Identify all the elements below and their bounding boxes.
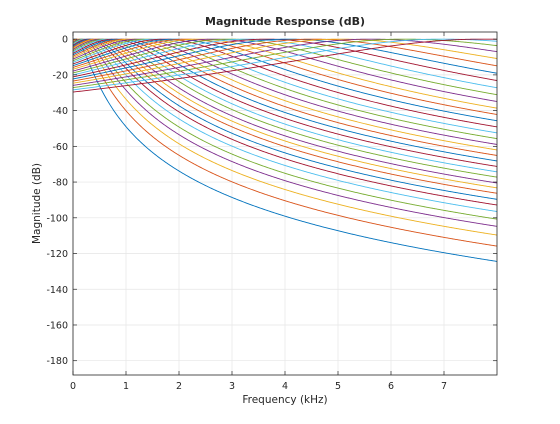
x-axis-label: Frequency (kHz) [242,394,327,406]
y-tick-label: -180 [46,356,68,367]
response-curve [73,38,497,227]
response-curve [73,38,497,247]
response-curve [73,38,497,80]
chart-title: Magnitude Response (dB) [205,15,365,28]
x-tick-label: 7 [441,381,447,392]
series-group [73,38,497,262]
response-curve [73,38,497,156]
x-tick-label: 4 [282,381,288,392]
response-curve [73,38,497,91]
response-curve [73,38,497,134]
x-tick-label: 0 [70,381,76,392]
y-tick-label: -80 [52,178,68,189]
response-curve [73,38,497,184]
y-tick-label: -40 [52,106,68,117]
y-tick-label: -140 [46,285,68,296]
response-curve [73,38,497,89]
y-tick-label: -100 [46,213,68,224]
response-curve [73,38,497,212]
response-curve [73,38,497,167]
x-tick-label: 3 [229,381,235,392]
y-tick-label: -160 [46,320,68,331]
response-curve [73,38,497,84]
response-curve [73,38,497,200]
y-tick-label: 0 [62,35,68,46]
response-curve [73,38,497,122]
response-curve [73,38,497,96]
response-curve [73,38,497,236]
response-curve [73,38,497,93]
x-tick-label: 2 [176,381,182,392]
y-tick-label: -120 [46,249,68,260]
x-tick-label: 5 [335,381,341,392]
response-curve [73,38,497,128]
y-axis-label: Magnitude (dB) [31,163,43,244]
response-curve [73,38,497,81]
response-curve [73,38,497,82]
response-curve [73,38,497,140]
response-curve [73,38,497,115]
response-curve [73,38,497,102]
x-tick-label: 1 [123,381,129,392]
ticks: 0 1 2 3 4 5 6 7 0 -20 -40 -60 -80 -100 -120 -140 -160 -18… [46,32,497,392]
response-curve [73,38,497,173]
y-tick-label: -20 [52,70,68,81]
x-tick-label: 6 [388,381,394,392]
response-curve [73,38,497,220]
response-curve [73,38,497,151]
response-curve [73,38,497,206]
response-curve [73,38,497,262]
y-tick-label: -60 [52,142,68,153]
grid [72,32,497,375]
response-curve [73,38,497,194]
